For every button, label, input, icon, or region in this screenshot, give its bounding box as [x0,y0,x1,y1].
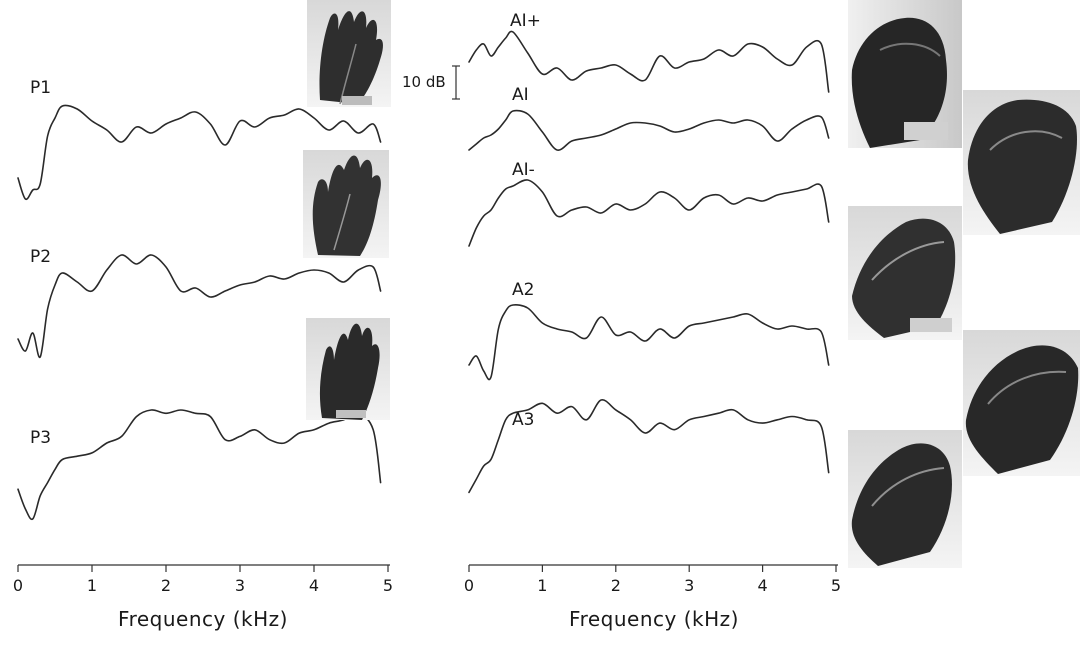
series-line-ai-plus [468,30,830,93]
hand-photo-a1 [963,90,1080,235]
x-axis-left: 0 1 2 3 4 5 [13,564,393,595]
x-tick-label-right-5: 5 [831,576,841,595]
x-tick-label-left-0: 0 [13,576,23,595]
x-tick-label-left-3: 3 [235,576,245,595]
spectrum-curves [17,30,830,521]
series-line-a3 [468,399,830,494]
x-axis-title-left: Frequency (kHz) [118,607,288,631]
series-line-ai [468,109,830,151]
label-a1plus: AI+ [510,11,541,31]
hand-photo-p3 [306,318,390,420]
series-line-a2 [468,304,830,381]
label-p2: P2 [30,247,51,267]
scale-bar-10db: 10 dB [402,65,460,100]
label-a1: AI [512,85,529,105]
x-tick-label-right-0: 0 [464,576,474,595]
hand-photo-a2 [963,330,1080,476]
series-line-ai-minus [468,179,830,247]
hand-photo-a3 [848,430,962,568]
hand-photo-p1 [307,0,391,107]
x-tick-label-right-2: 2 [611,576,621,595]
hand-photo-p2 [303,150,389,258]
label-a3: A3 [512,410,534,430]
x-tick-label-left-1: 1 [87,576,97,595]
series-line-p1 [17,104,382,201]
x-axis-title-right: Frequency (kHz) [569,607,739,631]
x-tick-label-right-4: 4 [758,576,768,595]
series-line-p3 [17,409,382,521]
x-tick-label-right-1: 1 [537,576,547,595]
x-tick-label-left-4: 4 [309,576,319,595]
x-tick-label-right-3: 3 [684,576,694,595]
x-tick-label-left-2: 2 [161,576,171,595]
label-p1: P1 [30,78,51,98]
label-p3: P3 [30,428,51,448]
hand-photo-a1plus [848,0,962,148]
x-tick-label-left-5: 5 [383,576,393,595]
series-line-p2 [17,254,382,358]
x-axis-right: 0 1 2 3 4 5 [464,564,841,595]
scale-bar-label: 10 dB [402,73,446,91]
hand-photo-a1minus [848,206,962,340]
label-a1minus: AI- [512,160,535,180]
label-a2: A2 [512,280,534,300]
